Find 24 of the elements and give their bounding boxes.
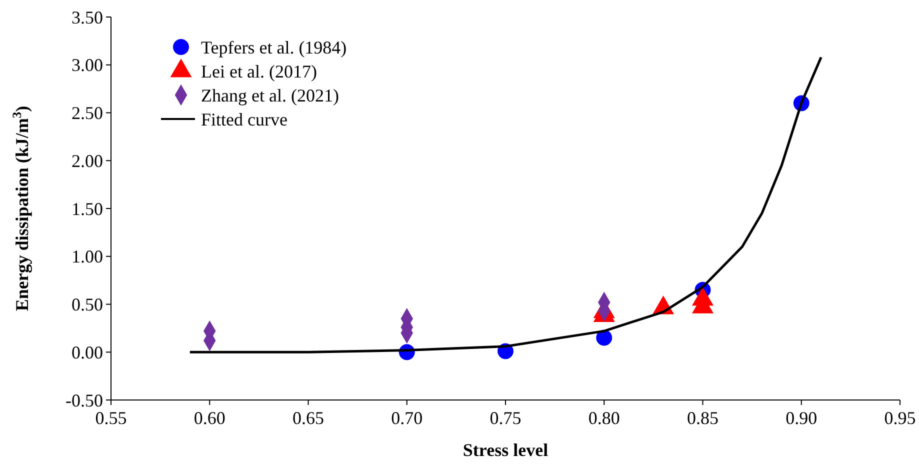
- y-tick-label: 1.50: [72, 198, 103, 219]
- y-tick-label: 3.50: [72, 7, 103, 28]
- y-tick-label: 1.00: [72, 246, 103, 267]
- legend-label: Fitted curve: [201, 109, 288, 130]
- x-tick-label: 0.55: [95, 408, 127, 428]
- y-tick-label: -0.50: [66, 390, 103, 410]
- x-tick-label: 0.95: [884, 408, 916, 428]
- x-tick-label: 0.90: [786, 408, 818, 428]
- x-tick-label: 0.80: [588, 408, 620, 428]
- y-tick-label: 2.50: [72, 103, 103, 124]
- x-tick-label: 0.70: [391, 408, 423, 428]
- y-tick-label: 3.00: [72, 55, 103, 76]
- legend-label: Zhang et al. (2021): [201, 85, 339, 106]
- x-tick-label: 0.60: [194, 408, 226, 428]
- y-tick-label: 0.50: [72, 294, 103, 315]
- legend-label: Lei et al. (2017): [201, 61, 317, 82]
- x-tick-label: 0.75: [490, 408, 522, 428]
- x-tick-label: 0.65: [292, 408, 324, 428]
- legend-label: Tepfers et al. (1984): [201, 37, 347, 58]
- y-tick-label: 0.00: [72, 342, 103, 362]
- x-tick-label: 0.85: [687, 408, 718, 428]
- x-axis-title: Stress level: [462, 440, 548, 460]
- point: [596, 330, 612, 346]
- y-tick-label: 2.00: [72, 150, 103, 171]
